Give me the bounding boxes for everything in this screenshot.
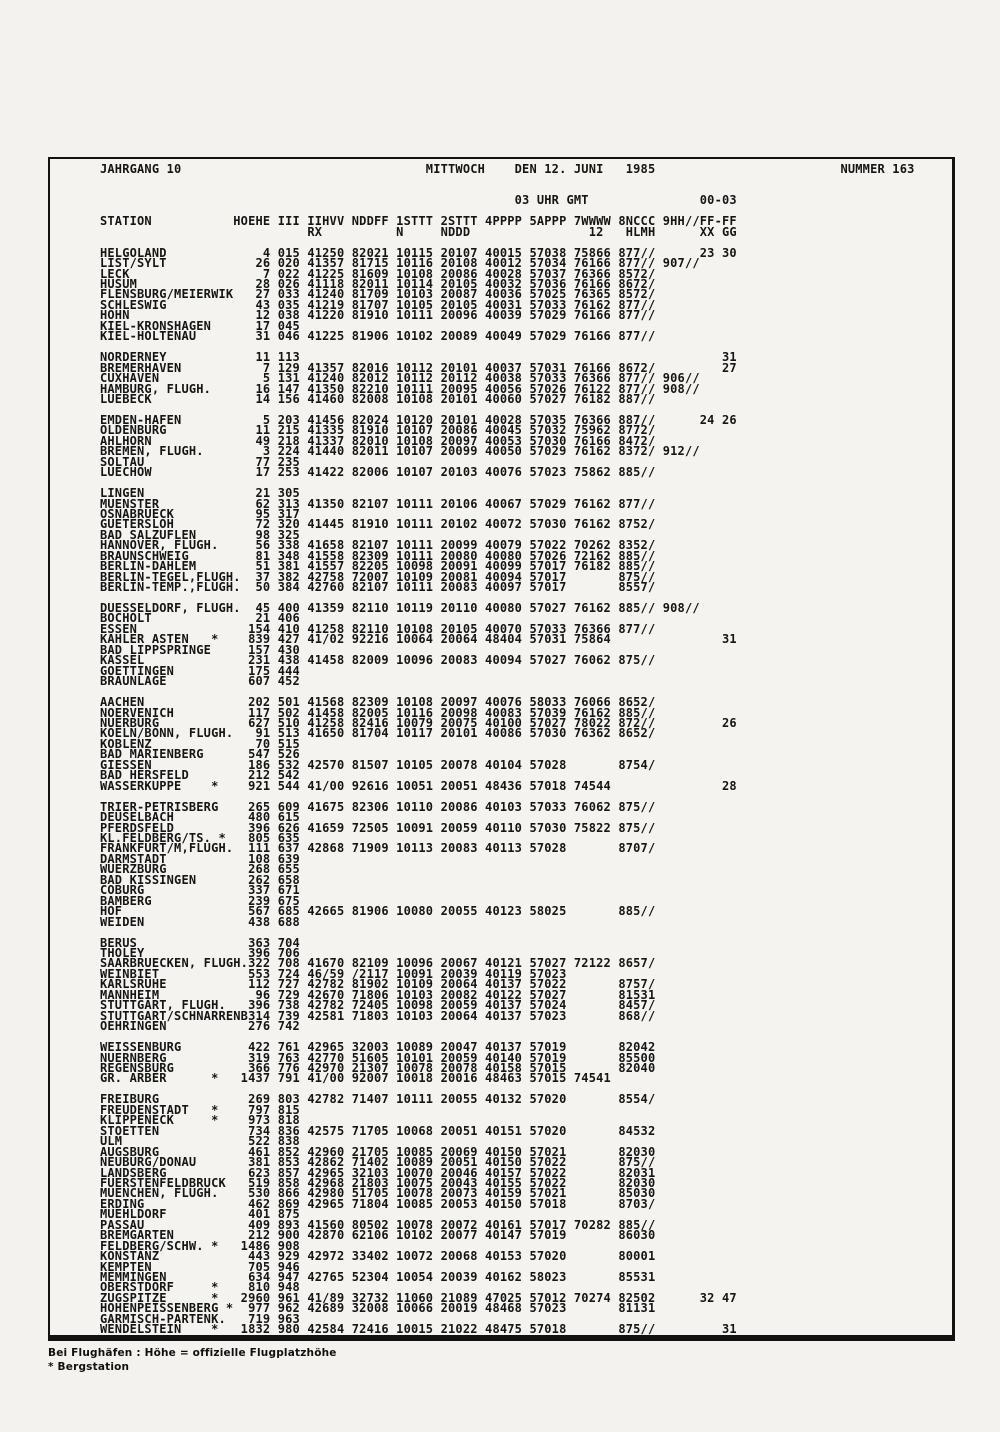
footnote-bergstation: * Bergstation bbox=[48, 1360, 130, 1373]
footnotes: Bei Flughäfen : Höhe = offizielle Flugpl… bbox=[48, 1347, 337, 1374]
footnote-flugplatzhoehe: Bei Flughäfen : Höhe = offizielle Flugpl… bbox=[48, 1347, 337, 1359]
bulletin-frame: JAHRGANG 10 MITTWOCH DEN 12. JUNI 1985 N… bbox=[48, 157, 955, 1341]
station-table: JAHRGANG 10 MITTWOCH DEN 12. JUNI 1985 N… bbox=[100, 162, 915, 1337]
